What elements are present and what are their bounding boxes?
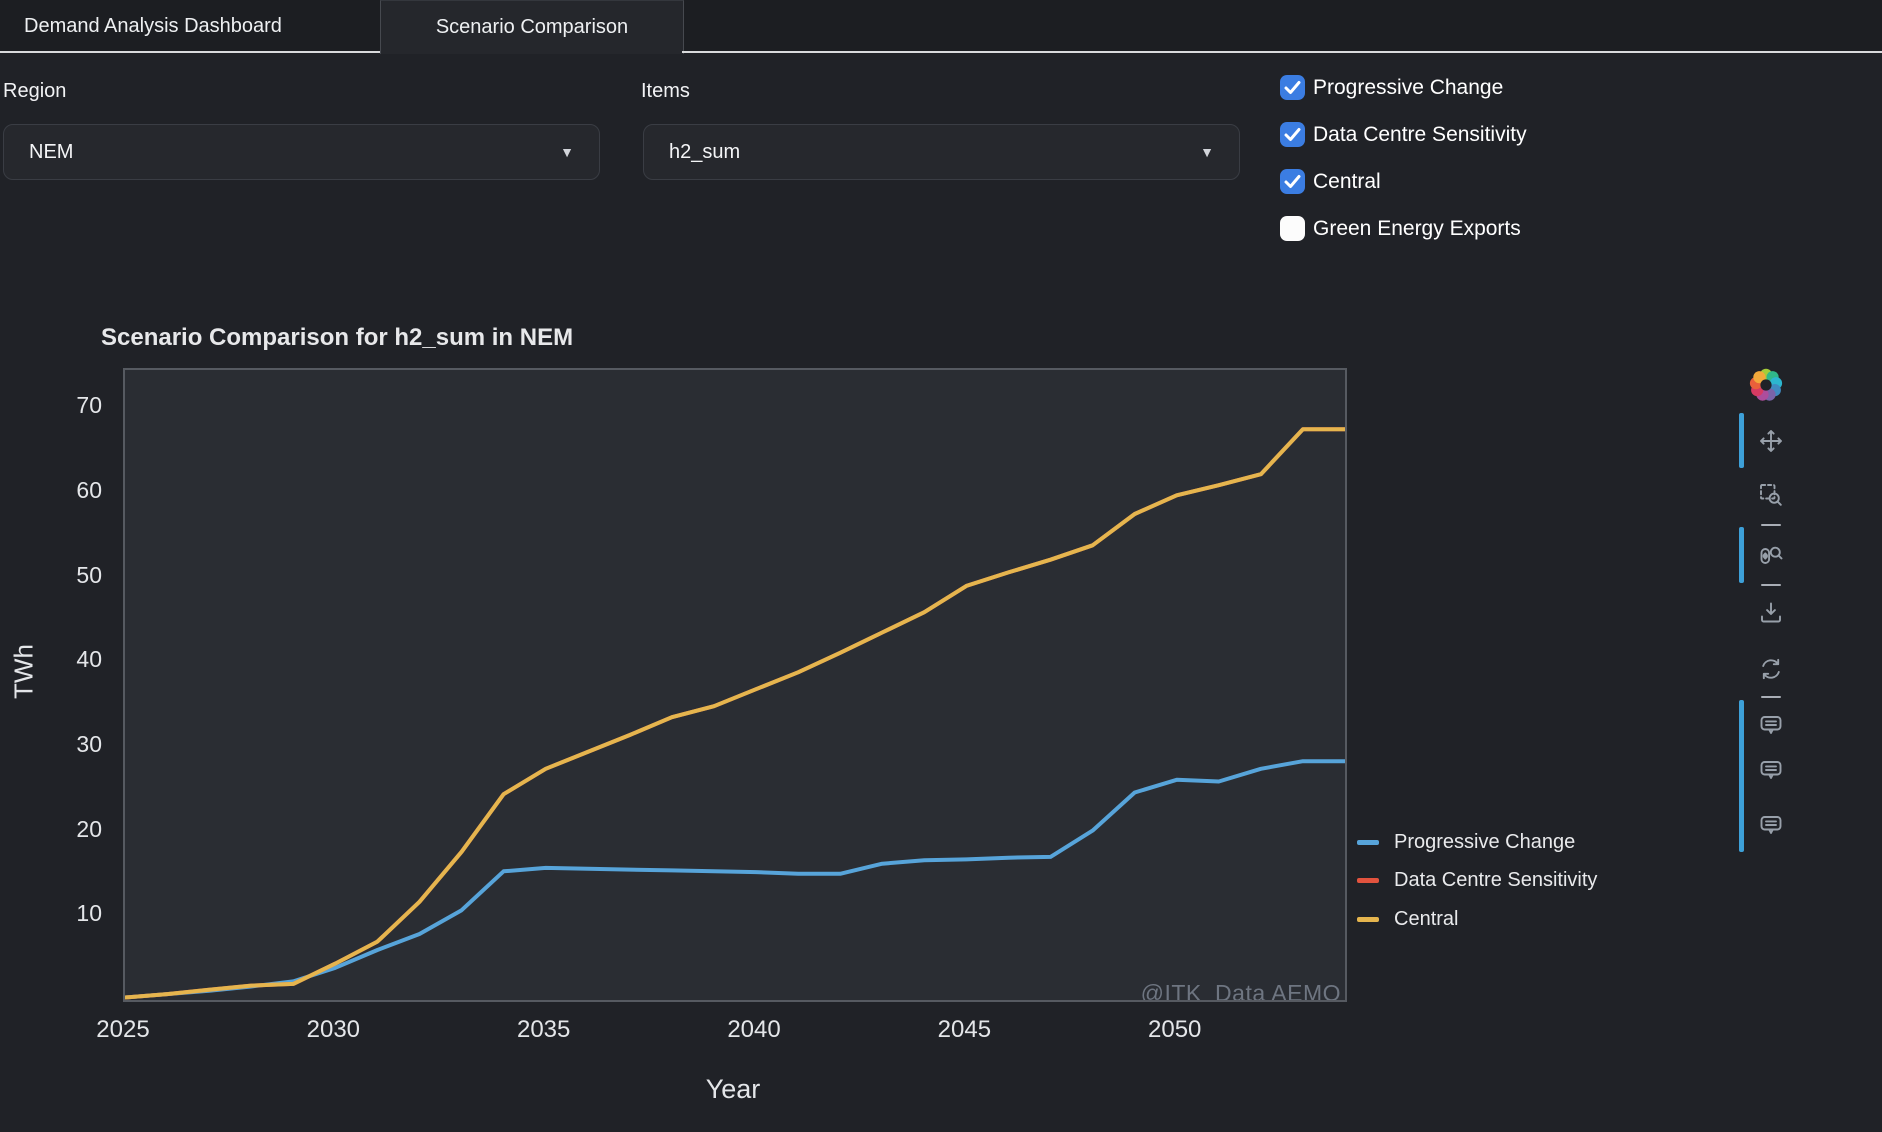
scenario-label: Central (1313, 169, 1381, 193)
legend-item-data-centre-sensitivity[interactable]: Data Centre Sensitivity (1357, 869, 1598, 892)
checkbox-checked[interactable] (1280, 122, 1305, 147)
x-tick-label: 2040 (727, 1016, 781, 1043)
items-dropdown[interactable]: h2_sum ▼ (643, 124, 1240, 180)
scenario-label: Data Centre Sensitivity (1313, 122, 1527, 146)
items-label: Items (641, 80, 690, 102)
checkbox-unchecked[interactable] (1280, 216, 1305, 241)
tab-demand-analysis-dashboard[interactable]: Demand Analysis Dashboard (0, 0, 380, 53)
y-tick-label: 10 (76, 900, 102, 927)
legend-label: Progressive Change (1394, 830, 1576, 853)
scenario-row-progressive-change[interactable]: Progressive Change (1280, 75, 1503, 100)
y-tick-label: 30 (76, 730, 102, 757)
legend-swatch (1357, 916, 1379, 922)
y-axis-label: TWh (8, 644, 39, 699)
chart-legend: Progressive Change Data Centre Sensitivit… (1357, 820, 1687, 940)
legend-label: Central (1394, 907, 1459, 930)
bokeh-logo[interactable] (1749, 368, 1783, 402)
active-tool-indicator (1739, 413, 1744, 468)
legend-item-central[interactable]: Central (1357, 908, 1458, 930)
y-tick-label: 20 (76, 815, 102, 842)
hover-icon[interactable] (1758, 757, 1784, 783)
items-dropdown-value: h2_sum (669, 141, 741, 163)
chart-toolbar (1737, 366, 1801, 866)
active-tool-indicator (1739, 527, 1744, 583)
region-dropdown-value: NEM (29, 141, 74, 163)
wheel-zoom-icon[interactable] (1758, 542, 1784, 568)
legend-item-progressive-change[interactable]: Progressive Change (1357, 831, 1575, 853)
chevron-down-icon: ▼ (1200, 144, 1214, 160)
tab-scenario-comparison[interactable]: Scenario Comparison (380, 0, 684, 54)
x-tick-label: 2030 (306, 1016, 361, 1043)
chart-title: Scenario Comparison for h2_sum in NEM (101, 324, 574, 351)
x-tick-label: 2050 (1148, 1016, 1202, 1043)
x-tick-label: 2045 (937, 1016, 992, 1043)
checkbox-checked[interactable] (1280, 169, 1305, 194)
region-dropdown[interactable]: NEM ▼ (3, 124, 600, 180)
series-line-central (125, 427, 1345, 1000)
toolbar-separator (1761, 584, 1781, 586)
line-chart (125, 427, 1345, 1000)
scenario-row-data-centre-sensitivity[interactable]: Data Centre Sensitivity (1280, 122, 1527, 147)
scenario-row-green-energy-exports[interactable]: Green Energy Exports (1280, 216, 1521, 241)
y-tick-label: 60 (76, 476, 102, 503)
reset-icon[interactable] (1758, 656, 1784, 682)
hover-icon[interactable] (1758, 812, 1784, 838)
legend-label: Data Centre Sensitivity (1394, 869, 1598, 891)
x-tick-label: 2025 (96, 1016, 150, 1043)
legend-swatch (1357, 878, 1379, 883)
save-icon[interactable] (1758, 600, 1784, 626)
y-tick-label: 40 (76, 646, 102, 673)
x-axis-label: Year (705, 1074, 761, 1104)
legend-swatch (1357, 839, 1379, 845)
chevron-down-icon: ▼ (560, 144, 574, 160)
x-tick-label: 2035 (516, 1016, 571, 1043)
scenario-row-central[interactable]: Central (1280, 169, 1381, 194)
region-label: Region (3, 80, 67, 102)
hover-icon[interactable] (1758, 712, 1784, 738)
box-zoom-icon[interactable] (1758, 482, 1784, 508)
toolbar-separator (1761, 696, 1781, 698)
y-tick-label: 70 (76, 392, 102, 419)
checkbox-checked[interactable] (1280, 75, 1305, 100)
active-tool-indicator (1739, 700, 1744, 852)
pan-icon[interactable] (1758, 428, 1784, 454)
scenario-label: Progressive Change (1313, 75, 1504, 99)
plot-area[interactable]: @ITK_Data AEMO (123, 368, 1347, 1002)
series-line-progressive-change (125, 759, 1345, 1000)
tab-bar-underline (682, 51, 1882, 53)
series-line-data-centre-sensitivity (125, 427, 1345, 1000)
watermark: @ITK_Data AEMO (1140, 980, 1341, 1002)
toolbar-separator (1761, 524, 1781, 526)
tab-bar: Demand Analysis Dashboard Scenario Compa… (0, 0, 1882, 54)
y-tick-label: 50 (76, 561, 102, 588)
scenario-label: Green Energy Exports (1313, 216, 1521, 240)
